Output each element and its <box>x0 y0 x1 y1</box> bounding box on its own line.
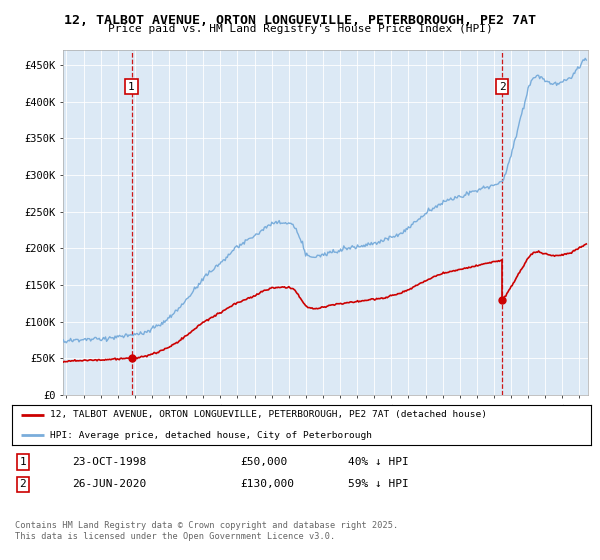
Text: 23-OCT-1998: 23-OCT-1998 <box>72 457 146 467</box>
Text: 12, TALBOT AVENUE, ORTON LONGUEVILLE, PETERBOROUGH, PE2 7AT: 12, TALBOT AVENUE, ORTON LONGUEVILLE, PE… <box>64 14 536 27</box>
Text: HPI: Average price, detached house, City of Peterborough: HPI: Average price, detached house, City… <box>50 431 371 440</box>
Text: 1: 1 <box>19 457 26 467</box>
Text: 12, TALBOT AVENUE, ORTON LONGUEVILLE, PETERBOROUGH, PE2 7AT (detached house): 12, TALBOT AVENUE, ORTON LONGUEVILLE, PE… <box>50 410 487 419</box>
Text: £130,000: £130,000 <box>240 479 294 489</box>
Text: 26-JUN-2020: 26-JUN-2020 <box>72 479 146 489</box>
Text: Contains HM Land Registry data © Crown copyright and database right 2025.
This d: Contains HM Land Registry data © Crown c… <box>15 521 398 540</box>
Text: Price paid vs. HM Land Registry's House Price Index (HPI): Price paid vs. HM Land Registry's House … <box>107 24 493 34</box>
Text: 59% ↓ HPI: 59% ↓ HPI <box>348 479 409 489</box>
Text: 2: 2 <box>19 479 26 489</box>
Text: 2: 2 <box>499 82 506 92</box>
Text: 40% ↓ HPI: 40% ↓ HPI <box>348 457 409 467</box>
Text: £50,000: £50,000 <box>240 457 287 467</box>
Text: 1: 1 <box>128 82 135 92</box>
